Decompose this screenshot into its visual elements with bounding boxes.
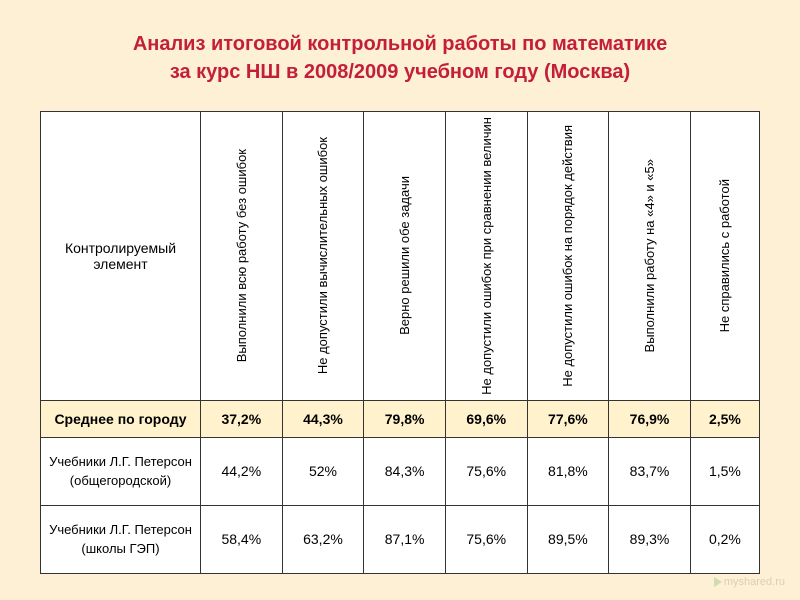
- col-good-grade: Выполнили работу на «4» и «5»: [609, 112, 691, 401]
- col-no-errors-label: Выполнили всю работу без ошибок: [234, 149, 249, 362]
- r2-label: Учебники Л.Г. Петерсон (школы ГЭП): [41, 505, 201, 573]
- col-both-tasks-label: Верно решили обе задачи: [397, 176, 412, 335]
- page-title: Анализ итоговой контрольной работы по ма…: [40, 30, 760, 86]
- col-element: Контролируемый элемент: [41, 112, 201, 401]
- title-line-1: Анализ итоговой контрольной работы по ма…: [133, 33, 667, 55]
- avg-v4: 69,6%: [445, 400, 527, 437]
- col-failed: Не справились с работой: [690, 112, 759, 401]
- r1-label: Учебники Л.Г. Петерсон (общегородской): [41, 437, 201, 505]
- watermark-text: myshared.ru: [724, 576, 785, 588]
- avg-v1: 37,2%: [201, 400, 283, 437]
- avg-v6: 76,9%: [609, 400, 691, 437]
- avg-label: Среднее по городу: [41, 400, 201, 437]
- avg-v2: 44,3%: [282, 400, 364, 437]
- title-line-2: за курс НШ в 2008/2009 учебном году (Мос…: [170, 61, 630, 83]
- col-compare: Не допустили ошибок при сравнении величи…: [445, 112, 527, 401]
- r2-label-l1: Учебники Л.Г. Петерсон: [49, 522, 192, 537]
- row-city-average: Среднее по городу 37,2% 44,3% 79,8% 69,6…: [41, 400, 760, 437]
- r2-v5: 89,5%: [527, 505, 609, 573]
- play-icon: [714, 577, 722, 587]
- r2-label-l2: (школы ГЭП): [81, 541, 159, 556]
- col-element-label: Контролируемый элемент: [65, 240, 176, 272]
- col-no-calc-errors-label: Не допустили вычислительных ошибок: [315, 137, 330, 374]
- r1-v7: 1,5%: [690, 437, 759, 505]
- r2-v1: 58,4%: [201, 505, 283, 573]
- col-order: Не допустили ошибок на порядок действия: [527, 112, 609, 401]
- r1-v1: 44,2%: [201, 437, 283, 505]
- r2-v4: 75,6%: [445, 505, 527, 573]
- col-failed-label: Не справились с работой: [717, 179, 732, 332]
- r1-v6: 83,7%: [609, 437, 691, 505]
- col-no-calc-errors: Не допустили вычислительных ошибок: [282, 112, 364, 401]
- avg-v5: 77,6%: [527, 400, 609, 437]
- r2-v6: 89,3%: [609, 505, 691, 573]
- table-header-row: Контролируемый элемент Выполнили всю раб…: [41, 112, 760, 401]
- col-order-label: Не допустили ошибок на порядок действия: [560, 125, 575, 387]
- col-no-errors: Выполнили всю работу без ошибок: [201, 112, 283, 401]
- results-table: Контролируемый элемент Выполнили всю раб…: [40, 111, 760, 574]
- col-compare-label: Не допустили ошибок при сравнении величи…: [479, 117, 494, 395]
- r2-v3: 87,1%: [364, 505, 446, 573]
- avg-v7: 2,5%: [690, 400, 759, 437]
- r1-v3: 84,3%: [364, 437, 446, 505]
- r1-v4: 75,6%: [445, 437, 527, 505]
- r2-v7: 0,2%: [690, 505, 759, 573]
- watermark: myshared.ru: [714, 576, 785, 588]
- r1-v5: 81,8%: [527, 437, 609, 505]
- avg-v3: 79,8%: [364, 400, 446, 437]
- col-both-tasks: Верно решили обе задачи: [364, 112, 446, 401]
- r1-v2: 52%: [282, 437, 364, 505]
- col-good-grade-label: Выполнили работу на «4» и «5»: [642, 159, 657, 352]
- r1-label-l1: Учебники Л.Г. Петерсон: [49, 454, 192, 469]
- row-peterson-gep: Учебники Л.Г. Петерсон (школы ГЭП) 58,4%…: [41, 505, 760, 573]
- r1-label-l2: (общегородской): [70, 473, 171, 488]
- row-peterson-city: Учебники Л.Г. Петерсон (общегородской) 4…: [41, 437, 760, 505]
- r2-v2: 63,2%: [282, 505, 364, 573]
